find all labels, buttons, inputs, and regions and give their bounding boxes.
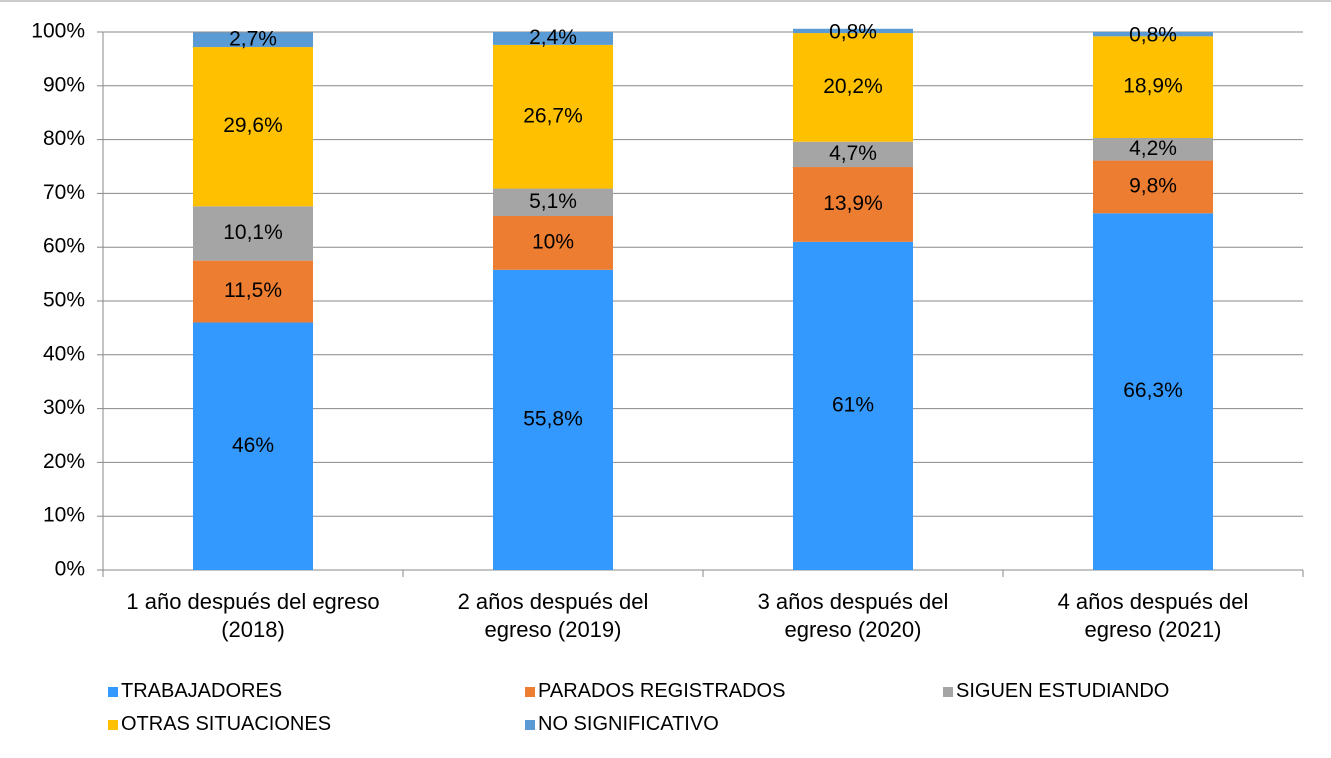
- legend-item: SIGUEN ESTUDIANDO: [943, 680, 1169, 703]
- bar-segment: [193, 260, 313, 323]
- bar-segment: [493, 32, 613, 45]
- y-tick-label: 70%: [43, 181, 85, 204]
- bar-segment: [793, 241, 913, 570]
- bar-segment: [193, 47, 313, 207]
- bar-segment: [1093, 137, 1213, 161]
- bar-segment: [793, 141, 913, 168]
- bar-segment: [1093, 32, 1213, 37]
- y-tick-label: 60%: [43, 235, 85, 258]
- value-label: 10%: [532, 230, 574, 253]
- y-tick-label: 80%: [43, 127, 85, 150]
- legend-swatch: [943, 686, 953, 697]
- value-label: 18,9%: [1123, 75, 1183, 98]
- legend-label: OTRAS SITUACIONES: [121, 713, 332, 735]
- bar-segment: [1093, 36, 1213, 138]
- bar-segment: [493, 269, 613, 570]
- value-label: 29,6%: [223, 114, 283, 137]
- value-label: 26,7%: [523, 104, 583, 127]
- value-label: 0,8%: [1129, 24, 1177, 47]
- value-label: 61%: [832, 393, 874, 416]
- legend-item: NO SIGNIFICATIVO: [525, 713, 719, 736]
- bar-segment: [493, 188, 613, 216]
- bar-segment: [193, 322, 313, 570]
- value-label: 55,8%: [523, 407, 583, 430]
- value-label: 5,1%: [529, 190, 577, 213]
- bar-segment: [1093, 160, 1213, 214]
- y-tick-label: 50%: [43, 289, 85, 312]
- bar-segment: [193, 32, 313, 48]
- value-label: 10,1%: [223, 221, 283, 244]
- y-tick-label: 30%: [43, 396, 85, 419]
- legend-label: PARADOS REGISTRADOS: [538, 680, 786, 702]
- x-tick-label: 3 años después del egreso (2020): [757, 589, 949, 642]
- value-label: 2,7%: [229, 27, 277, 50]
- value-label: 2,4%: [529, 26, 577, 49]
- legend-item: PARADOS REGISTRADOS: [525, 680, 785, 703]
- y-tick-label: 100%: [31, 20, 85, 43]
- value-label: 0,8%: [829, 20, 877, 43]
- value-label: 11,5%: [224, 279, 282, 302]
- bar-segment: [793, 167, 913, 242]
- x-tick-label: 2 años después del egreso (2019): [457, 589, 649, 642]
- value-label: 4,2%: [1129, 137, 1177, 160]
- legend-label: TRABAJADORES: [121, 680, 283, 702]
- legend-swatch: [525, 719, 535, 730]
- y-tick-label: 90%: [43, 73, 85, 96]
- x-tick-label: 4 años después del egreso (2021): [1057, 589, 1249, 642]
- bar-segment: [1093, 213, 1213, 570]
- legend-item: TRABAJADORES: [108, 680, 282, 703]
- value-label: 4,7%: [829, 142, 877, 165]
- y-tick-label: 0%: [55, 558, 85, 581]
- legend-swatch: [108, 686, 118, 697]
- legend-label: SIGUEN ESTUDIANDO: [956, 680, 1170, 702]
- value-label: 9,8%: [1129, 174, 1177, 197]
- legend-swatch: [525, 686, 535, 697]
- bar-segment: [793, 33, 913, 142]
- legend-item: OTRAS SITUACIONES: [108, 713, 331, 736]
- y-tick-label: 20%: [43, 450, 85, 473]
- y-tick-label: 10%: [43, 504, 85, 527]
- bar-segment: [493, 215, 613, 270]
- bar-segment: [193, 206, 313, 261]
- y-tick-label: 40%: [43, 342, 85, 365]
- value-label: 13,9%: [823, 192, 883, 215]
- legend-swatch: [108, 719, 118, 730]
- x-tick-label: 1 año después del egreso (2018): [126, 589, 380, 642]
- value-label: 20,2%: [823, 75, 883, 98]
- value-label: 46%: [232, 434, 274, 457]
- bar-segment: [793, 28, 913, 34]
- legend-label: NO SIGNIFICATIVO: [538, 713, 719, 735]
- value-label: 66,3%: [1123, 379, 1183, 402]
- bar-segment: [493, 44, 613, 189]
